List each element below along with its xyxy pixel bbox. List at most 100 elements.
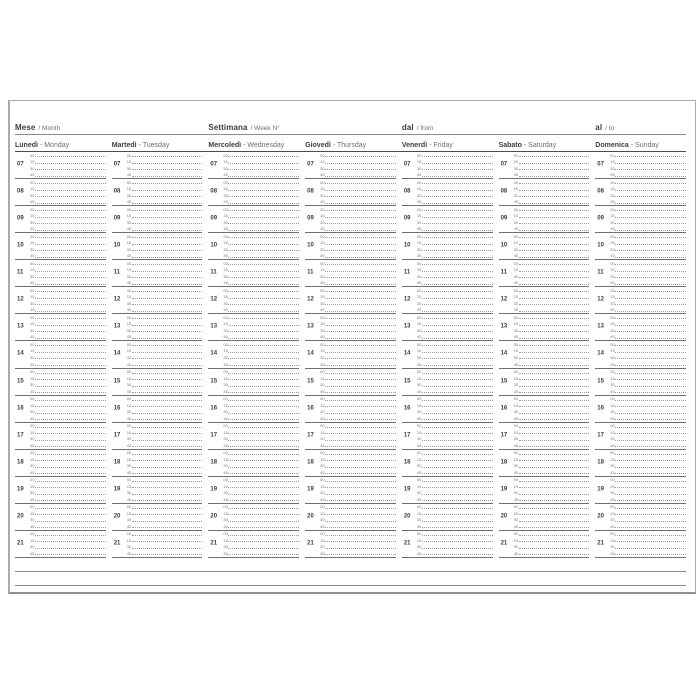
writing-line	[131, 156, 203, 158]
minute-label: 15	[610, 537, 615, 543]
hour-block-sunday-13: 13 00 15 30 45	[595, 314, 686, 342]
minute-label: 30	[320, 246, 325, 252]
hour-block-sunday-11: 11 00 15 30 45	[595, 260, 686, 288]
minute-label: 30	[416, 490, 422, 496]
hour-block-wednesday-12: 12 00 15 30 45	[208, 287, 300, 315]
minute-label: 15	[610, 159, 615, 165]
writing-line	[325, 291, 396, 293]
minute-label: 15	[416, 510, 422, 516]
time-slot-wednesday-07-30: 30	[223, 165, 300, 172]
minute-label: 45	[320, 523, 325, 529]
minute-label: 45	[610, 172, 615, 178]
minute-label: 45	[513, 226, 519, 232]
minute-label: 00	[126, 531, 132, 537]
time-slot-sunday-17-45: 45	[610, 442, 686, 449]
writing-line	[131, 162, 203, 164]
writing-line	[131, 229, 203, 231]
minute-label: 15	[320, 213, 325, 219]
hour-block-tuesday-16: 16 00 15 30 45	[111, 396, 203, 423]
minute-label: 00	[126, 369, 132, 375]
planner-content: Mese / Month Settimana / Week N° dal / f…	[15, 118, 686, 586]
minute-label: 30	[320, 192, 325, 198]
hour-label: 21	[403, 540, 411, 547]
time-slot-tuesday-12-45: 45	[127, 307, 203, 314]
hour-block-friday-08: 08 00 15 30 45	[401, 179, 493, 207]
time-slot-sunday-20-15: 15	[610, 510, 686, 517]
minute-label: 15	[320, 429, 325, 435]
time-slot-wednesday-17-00: 00	[223, 423, 300, 430]
time-slot-sunday-13-15: 15	[610, 321, 686, 328]
minute-label: 00	[223, 314, 228, 320]
minute-label: 30	[30, 300, 35, 306]
time-slot-monday-21-00: 00	[30, 531, 106, 538]
minute-label: 00	[320, 314, 325, 320]
writing-line	[131, 189, 203, 191]
writing-line	[615, 283, 686, 285]
writing-line	[325, 433, 396, 435]
writing-line	[35, 196, 106, 198]
writing-line	[35, 229, 106, 231]
hour-block-thursday-09: 09 00 15 30 45	[305, 206, 396, 234]
hour-label: 18	[17, 459, 24, 466]
minute-label: 00	[513, 341, 519, 347]
time-slot-thursday-14-45: 45	[320, 361, 396, 368]
hour-block-wednesday-15: 15 00 15 30 45	[208, 369, 300, 396]
writing-line	[131, 500, 203, 502]
time-slot-sunday-21-15: 15	[610, 537, 686, 544]
minute-label: 00	[610, 531, 615, 537]
time-slot-saturday-12-45: 45	[514, 307, 590, 314]
hour-label: 17	[210, 432, 218, 439]
writing-line	[325, 250, 396, 252]
writing-line	[421, 466, 493, 468]
minute-label: 00	[126, 206, 132, 212]
writing-line	[131, 406, 203, 408]
writing-line	[421, 337, 493, 339]
day-column-monday: 07 00 15 30 45 08 00 15 30 45 09 00 15 30 45 10 00 15 30 45…	[15, 152, 106, 558]
minute-label: 30	[126, 463, 132, 469]
time-slot-friday-17-45: 45	[417, 442, 493, 449]
time-slot-thursday-18-45: 45	[320, 469, 396, 476]
time-slot-saturday-08-15: 15	[514, 186, 590, 193]
writing-line	[421, 304, 493, 306]
writing-line	[518, 229, 590, 231]
time-slot-wednesday-20-30: 30	[223, 517, 300, 524]
writing-line	[615, 243, 686, 245]
writing-line	[35, 527, 106, 529]
minute-label: 45	[30, 280, 35, 286]
day-header-saturday: Sabato - Saturday	[499, 135, 590, 151]
minute-label: 00	[320, 477, 325, 483]
minute-label: 00	[126, 423, 132, 429]
minute-label: 15	[610, 456, 615, 462]
time-slot-saturday-13-00: 00	[514, 314, 590, 321]
day-header-friday: Venerdì - Friday	[402, 135, 493, 151]
time-slot-saturday-19-00: 00	[514, 477, 590, 484]
time-slot-tuesday-11-00: 00	[127, 260, 203, 267]
hour-label: 12	[17, 297, 24, 304]
writing-line	[131, 554, 203, 556]
time-slot-tuesday-16-30: 30	[127, 409, 203, 416]
time-slot-tuesday-18-00: 00	[127, 450, 203, 457]
minute-label: 15	[126, 429, 132, 435]
day-name-english: - Thursday	[332, 141, 367, 149]
writing-line	[325, 318, 396, 320]
writing-line	[35, 175, 106, 177]
hour-block-saturday-16: 16 00 15 30 45	[498, 396, 590, 423]
writing-line	[325, 270, 396, 272]
writing-line	[615, 169, 686, 171]
minute-label: 15	[320, 240, 325, 246]
minute-label: 45	[126, 280, 132, 286]
time-slot-thursday-11-00: 00	[320, 260, 396, 267]
minute-label: 00	[320, 179, 325, 185]
minute-label: 00	[126, 477, 132, 483]
hour-label: 14	[403, 351, 411, 358]
minute-label: 30	[126, 490, 132, 496]
time-slot-tuesday-13-30: 30	[127, 327, 203, 334]
time-slot-sunday-17-30: 30	[610, 436, 686, 443]
minute-label: 15	[30, 186, 35, 192]
time-slot-friday-20-30: 30	[417, 517, 493, 524]
minute-label: 45	[126, 415, 132, 421]
minute-label: 30	[513, 436, 519, 442]
writing-line	[615, 351, 686, 353]
writing-line	[228, 514, 300, 516]
minute-label: 00	[416, 369, 422, 375]
